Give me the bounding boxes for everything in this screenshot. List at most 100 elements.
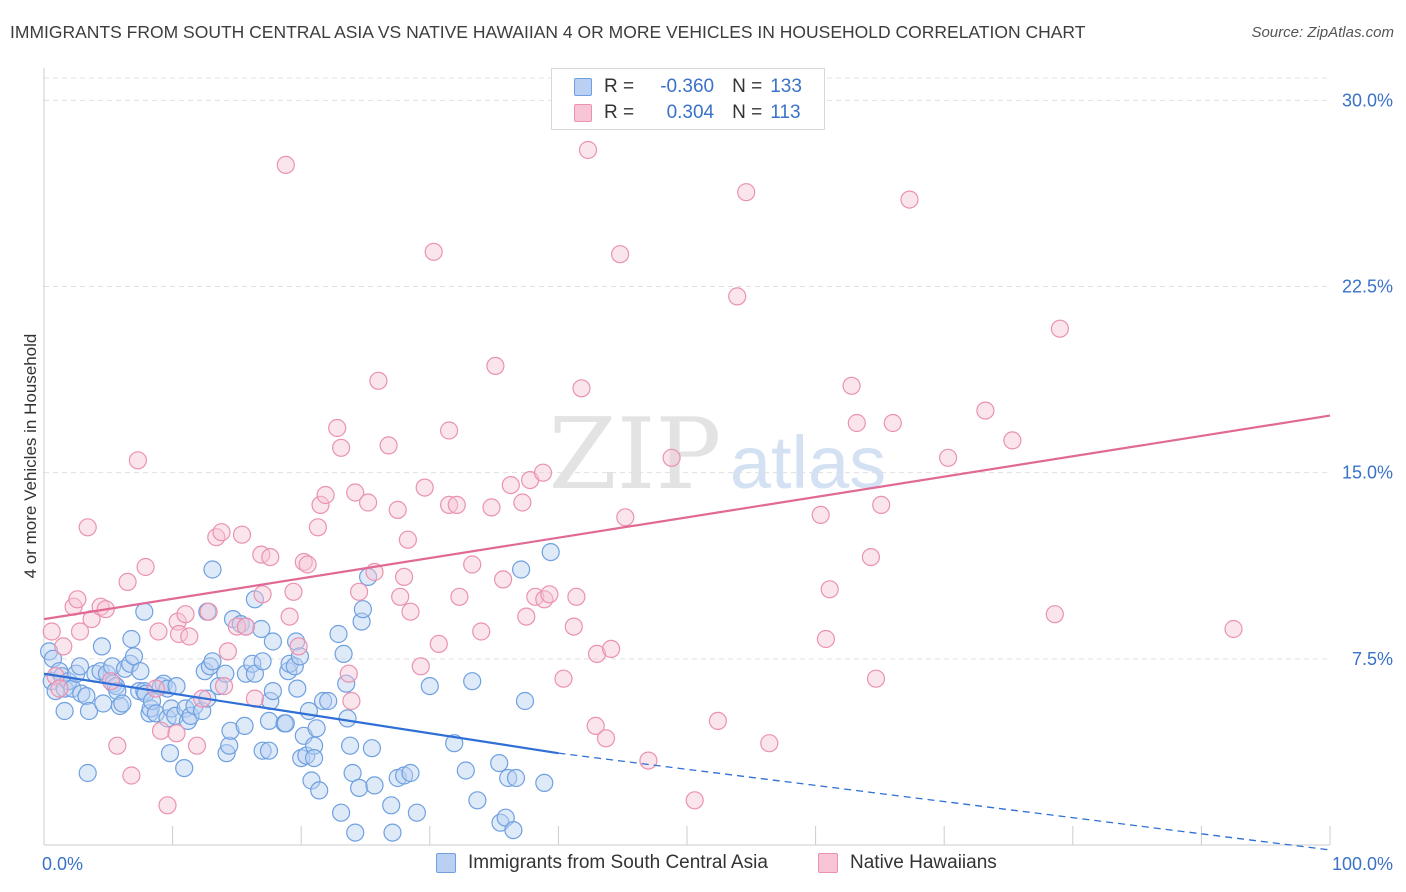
scatter-point-south-central-asia <box>141 699 160 718</box>
scatter-point-native-hawaiians <box>900 190 919 209</box>
scatter-point-native-hawaiians <box>388 500 407 519</box>
scatter-point-south-central-asia <box>383 823 402 842</box>
scatter-point-native-hawaiians <box>463 555 482 574</box>
scatter-point-native-hawaiians <box>861 547 881 567</box>
scatter-point-native-hawaiians <box>398 530 417 549</box>
scatter-point-south-central-asia <box>445 734 464 753</box>
y-tick-label: 7.5% <box>1352 649 1393 669</box>
scatter-point-south-central-asia <box>167 676 186 696</box>
scatter-point-native-hawaiians <box>280 607 299 626</box>
x-tick-label-min: 0.0% <box>42 854 83 874</box>
scatter-point-south-central-asia <box>506 768 526 788</box>
scatter-point-south-central-asia <box>463 672 482 691</box>
scatter-point-south-central-asia <box>203 560 222 579</box>
scatter-point-south-central-asia <box>203 652 222 671</box>
scatter-point-native-hawaiians <box>50 679 69 698</box>
scatter-point-south-central-asia <box>535 773 554 793</box>
scatter-point-south-central-asia <box>263 632 282 651</box>
scatter-point-native-hawaiians <box>440 421 459 440</box>
scatter-point-native-hawaiians <box>289 637 308 656</box>
scatter-point-native-hawaiians <box>517 607 536 626</box>
scatter-point-native-hawaiians <box>587 644 607 664</box>
scatter-point-native-hawaiians <box>118 572 137 592</box>
scatter-point-south-central-asia <box>276 714 295 733</box>
scatter-point-south-central-asia <box>135 602 154 621</box>
scatter-point-south-central-asia <box>55 701 74 721</box>
scatter-point-native-hawaiians <box>535 590 554 609</box>
scatter-point-south-central-asia <box>70 657 90 676</box>
scatter-point-south-central-asia <box>407 803 426 822</box>
scatter-point-native-hawaiians <box>847 413 866 433</box>
scatter-point-native-hawaiians <box>883 413 902 433</box>
scatter-point-native-hawaiians <box>379 436 398 455</box>
scatter-point-native-hawaiians <box>639 751 658 770</box>
scatter-point-south-central-asia <box>343 763 362 783</box>
scatter-point-native-hawaiians <box>976 401 995 420</box>
scatter-point-native-hawaiians <box>339 664 358 683</box>
scatter-point-south-central-asia <box>299 701 318 721</box>
scatter-point-native-hawaiians <box>501 476 520 495</box>
scatter-point-south-central-asia <box>131 662 150 681</box>
scatter-point-native-hawaiians <box>128 451 147 470</box>
scatter-point-native-hawaiians <box>42 622 61 641</box>
scatter-point-native-hawaiians <box>236 617 255 636</box>
scatter-point-native-hawaiians <box>586 716 605 736</box>
legend-swatch-blue <box>574 78 592 96</box>
scatter-point-native-hawaiians <box>284 582 303 601</box>
x-tick-label-max: 100.0% <box>1332 854 1393 874</box>
scatter-point-native-hawaiians <box>540 585 559 604</box>
scatter-point-native-hawaiians <box>395 567 414 587</box>
scatter-point-native-hawaiians <box>342 691 361 711</box>
scatter-point-native-hawaiians <box>554 669 573 688</box>
legend-r-value: 0.304 <box>666 102 715 123</box>
scatter-point-south-central-asia <box>541 542 560 562</box>
scatter-point-native-hawaiians <box>176 605 195 624</box>
legend-swatch-pink <box>574 104 592 122</box>
scatter-point-native-hawaiians <box>276 155 295 174</box>
legend-n-value: 113 <box>770 102 801 123</box>
scatter-point-south-central-asia <box>178 711 198 731</box>
scatter-point-south-central-asia <box>288 679 307 698</box>
scatter-point-native-hawaiians <box>167 724 186 743</box>
scatter-point-native-hawaiians <box>610 245 630 264</box>
scatter-point-native-hawaiians <box>232 525 252 544</box>
series-legend: Immigrants from South Central Asia Nativ… <box>0 852 1406 878</box>
scatter-point-native-hawaiians <box>146 679 165 698</box>
scatter-point-native-hawaiians <box>567 587 586 606</box>
scatter-point-south-central-asia <box>78 763 97 783</box>
scatter-point-native-hawaiians <box>212 523 231 542</box>
scatter-point-south-central-asia <box>346 823 365 842</box>
chart-title: IMMIGRANTS FROM SOUTH CENTRAL ASIA VS NA… <box>10 22 1086 42</box>
scatter-point-south-central-asia <box>235 716 254 736</box>
scatter-point-native-hawaiians <box>424 242 443 261</box>
scatter-point-south-central-asia <box>175 758 194 778</box>
scatter-point-native-hawaiians <box>486 356 505 375</box>
scatter-point-native-hawaiians <box>616 508 635 527</box>
scatter-point-south-central-asia <box>92 637 112 656</box>
scatter-point-south-central-asia <box>511 560 531 579</box>
scatter-point-south-central-asia <box>94 694 113 713</box>
scatter-point-native-hawaiians <box>447 495 466 514</box>
scatter-point-native-hawaiians <box>332 438 351 457</box>
scatter-point-native-hawaiians <box>1224 619 1243 639</box>
legend-row-south-central-asia: R = -0.360 N = 133 <box>574 74 802 100</box>
scatter-point-native-hawaiians <box>811 505 830 525</box>
scatter-point-native-hawaiians <box>601 639 621 659</box>
scatter-point-south-central-asia <box>382 796 401 815</box>
scatter-point-native-hawaiians <box>450 587 469 606</box>
scatter-point-native-hawaiians <box>401 602 420 621</box>
scatter-point-south-central-asia <box>181 706 200 726</box>
scatter-point-south-central-asia <box>113 694 132 713</box>
scatter-point-south-central-asia <box>456 761 475 780</box>
scatter-point-native-hawaiians <box>1045 605 1064 624</box>
scatter-point-native-hawaiians <box>316 485 335 505</box>
y-axis-label: 4 or more Vehicles in Household <box>21 333 40 579</box>
scatter-point-south-central-asia <box>263 681 282 701</box>
scatter-point-native-hawaiians <box>440 495 459 514</box>
scatter-point-south-central-asia <box>332 803 351 822</box>
scatter-point-south-central-asia <box>302 771 321 790</box>
points-layer <box>39 140 1243 842</box>
scatter-point-south-central-asia <box>362 739 381 758</box>
scatter-point-native-hawaiians <box>737 183 756 202</box>
correlation-legend: R = -0.360 N = 133 R = 0.304 N = 113 <box>551 68 825 130</box>
